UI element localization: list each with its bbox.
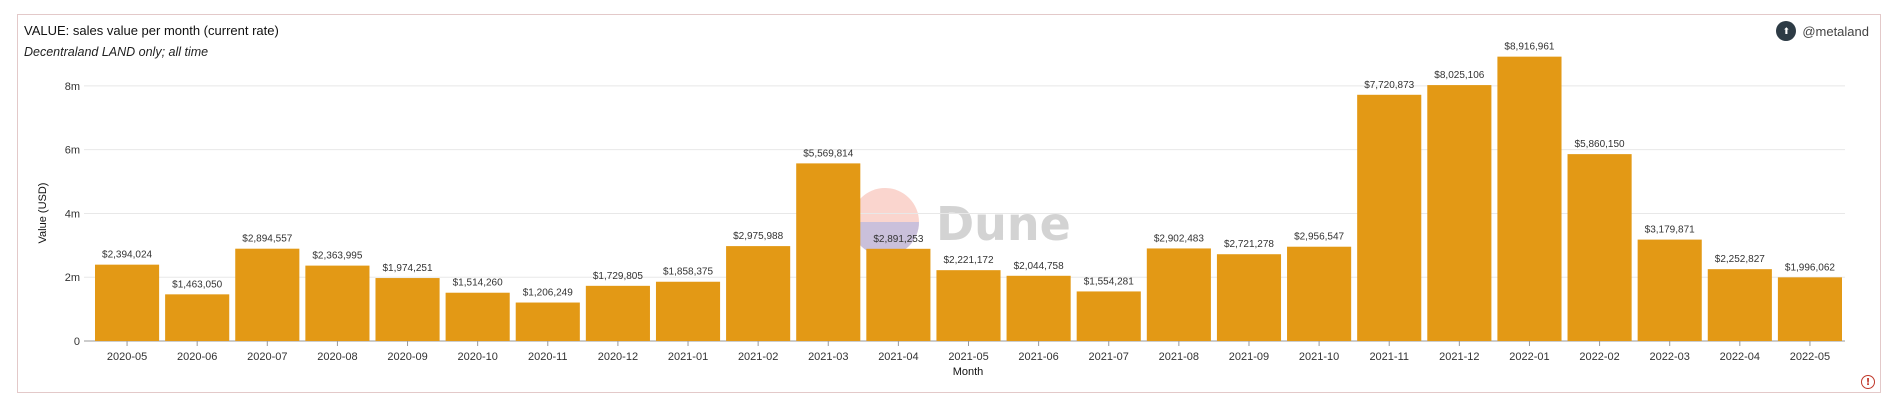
data-label: $1,206,249 [523, 288, 573, 299]
bar [1567, 154, 1632, 341]
y-tick-label: 4m [65, 208, 80, 220]
data-label: $1,554,281 [1084, 276, 1134, 287]
bar [585, 285, 650, 341]
x-tick-label: 2021-02 [738, 351, 778, 363]
x-axis-title: Month [953, 366, 984, 378]
x-tick-label: 2021-06 [1018, 351, 1058, 363]
data-label: $1,974,251 [383, 263, 433, 274]
x-tick-label: 2022-05 [1790, 351, 1830, 363]
data-label: $7,720,873 [1364, 80, 1414, 91]
x-tick-label: 2021-08 [1159, 351, 1199, 363]
x-tick-label: 2022-03 [1650, 351, 1690, 363]
dune-watermark: Dune [851, 188, 1071, 256]
bar [1777, 277, 1842, 341]
avatar: ⬆ [1776, 21, 1797, 41]
data-label: $1,729,805 [593, 271, 643, 282]
data-label: $2,902,483 [1154, 233, 1204, 244]
y-tick-label: 0 [74, 336, 80, 348]
chart-subtitle: Decentraland LAND only; all time [24, 45, 209, 59]
data-label: $2,721,278 [1224, 239, 1274, 250]
data-label: $3,179,871 [1645, 225, 1695, 236]
x-tick-label: 2020-05 [107, 351, 147, 363]
bar [1427, 85, 1492, 341]
author-name: @metaland [1802, 23, 1869, 39]
bar [1006, 275, 1071, 341]
dune-logo-wave [851, 222, 919, 256]
alert-icon[interactable]: ! [1861, 375, 1875, 389]
y-tick-label: 8m [65, 81, 80, 93]
data-label: $1,514,260 [453, 278, 503, 289]
x-tick-label: 2021-05 [948, 351, 988, 363]
x-tick-label: 2020-07 [247, 351, 287, 363]
x-tick-label: 2021-04 [878, 351, 918, 363]
data-label: $2,044,758 [1014, 261, 1064, 272]
data-label: $2,221,172 [943, 255, 993, 266]
x-tick-label: 2020-10 [457, 351, 497, 363]
x-tick-label: 2021-12 [1439, 351, 1479, 363]
watermark-text: Dune [936, 197, 1071, 251]
bar [165, 294, 230, 341]
x-tick-label: 2021-07 [1089, 351, 1129, 363]
bar [1497, 56, 1562, 342]
bar [515, 302, 580, 341]
data-label: $8,916,961 [1504, 42, 1554, 53]
bar [95, 264, 160, 341]
bar [445, 292, 510, 341]
data-label: $5,569,814 [803, 148, 853, 159]
data-label: $1,463,050 [172, 279, 222, 290]
data-label: $2,956,547 [1294, 232, 1344, 243]
x-tick-label: 2020-06 [177, 351, 217, 363]
y-tick-label: 2m [65, 272, 80, 284]
data-label: $1,996,062 [1785, 262, 1835, 273]
data-label: $2,363,995 [312, 251, 362, 262]
x-tick-label: 2022-02 [1579, 351, 1619, 363]
bar [726, 246, 791, 341]
bar [1357, 94, 1422, 341]
data-label: $5,860,150 [1575, 139, 1625, 150]
bar [1707, 269, 1772, 341]
bar [866, 248, 931, 341]
y-axis-title: Value (USD) [37, 183, 49, 244]
x-tick-label: 2021-11 [1369, 351, 1409, 363]
x-tick-label: 2021-03 [808, 351, 848, 363]
bar [1287, 246, 1352, 341]
data-label: $2,975,988 [733, 231, 783, 242]
x-tick-label: 2020-08 [317, 351, 357, 363]
data-label: $2,394,024 [102, 250, 152, 261]
bar [1216, 254, 1282, 341]
bar [936, 270, 1001, 341]
x-tick-label: 2022-04 [1720, 351, 1760, 363]
x-tick-label: 2020-09 [387, 351, 427, 363]
chart-title: VALUE: sales value per month (current ra… [24, 23, 279, 38]
bar [375, 278, 440, 341]
bar [235, 248, 300, 341]
x-tick-label: 2021-01 [668, 351, 708, 363]
data-label: $8,025,106 [1434, 70, 1484, 81]
bar [655, 281, 721, 341]
y-tick-label: 6m [65, 145, 80, 157]
author-link[interactable]: ⬆ @metaland [1776, 21, 1869, 41]
x-tick-label: 2021-09 [1229, 351, 1269, 363]
bar [1146, 248, 1211, 341]
bar [305, 265, 370, 341]
x-tick-label: 2020-12 [598, 351, 638, 363]
x-tick-label: 2021-10 [1299, 351, 1339, 363]
x-tick-label: 2022-01 [1509, 351, 1549, 363]
x-tick-label: 2020-11 [528, 351, 568, 363]
bar [1076, 291, 1141, 341]
data-label: $2,252,827 [1715, 254, 1765, 265]
data-label: $2,891,253 [873, 234, 923, 245]
bar [796, 163, 861, 341]
bar [1637, 239, 1702, 341]
data-label: $1,858,375 [663, 267, 713, 278]
data-label: $2,894,557 [242, 234, 292, 245]
